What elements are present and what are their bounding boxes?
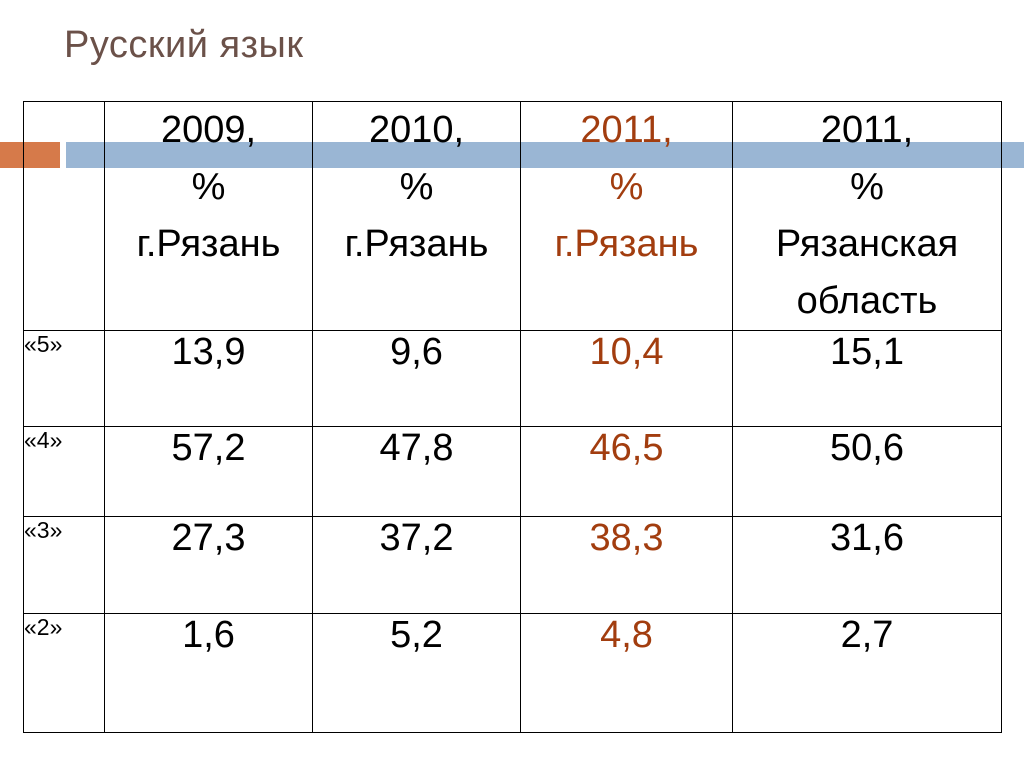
header-text: 2011, [580,109,673,151]
table-cell: 5,2 [312,613,521,733]
header-text: % [609,166,644,208]
table-cell: 1,6 [104,613,313,733]
header-cell-2011-region: 2011, % Рязанская область [732,101,1002,331]
table-cell: 46,5 [520,426,733,517]
header-text: г.Рязань [554,223,699,265]
header-corner-cell [23,101,105,331]
slide-title: Русский язык [64,24,304,66]
header-text: % [850,166,884,208]
header-cell-2009-ryazan: 2009, % г.Рязань [104,101,313,331]
header-text: 2011, [820,109,914,151]
header-cell-2010-ryazan: 2010, % г.Рязань [312,101,521,331]
header-text: % [191,166,226,208]
table-row: «5» 13,9 9,6 10,4 15,1 [23,330,1002,427]
table-row: «4» 57,2 47,8 46,5 50,6 [23,426,1002,517]
table-cell: 47,8 [312,426,521,517]
table-header-row: 2009, % г.Рязань 2010, % г.Рязань 2011, … [23,101,1002,331]
table-row: «2» 1,6 5,2 4,8 2,7 [23,613,1002,733]
table-cell: 37,2 [312,516,521,614]
grade-label: «5» [23,330,105,427]
table-cell: 27,3 [104,516,313,614]
table-cell: 31,6 [732,516,1002,614]
table-cell: 57,2 [104,426,313,517]
header-text: 2010, [368,109,465,151]
table-cell: 10,4 [520,330,733,427]
table-cell: 13,9 [104,330,313,427]
grade-label: «4» [23,426,105,517]
results-table: 2009, % г.Рязань 2010, % г.Рязань 2011, … [23,101,1002,733]
table-cell: 4,8 [520,613,733,733]
header-text: область [796,280,938,322]
table-cell: 50,6 [732,426,1002,517]
table-cell: 2,7 [732,613,1002,733]
header-text: % [399,166,434,208]
header-cell-2011-ryazan: 2011, % г.Рязань [520,101,733,331]
table-cell: 9,6 [312,330,521,427]
header-text: 2009, [160,109,257,151]
table-cell: 38,3 [520,516,733,614]
grade-label: «3» [23,516,105,614]
grade-label: «2» [23,613,105,733]
header-text: г.Рязань [344,223,489,265]
table-row: «3» 27,3 37,2 38,3 31,6 [23,516,1002,614]
table-cell: 15,1 [732,330,1002,427]
header-text: Рязанская [775,223,959,265]
header-text: г.Рязань [136,223,281,265]
